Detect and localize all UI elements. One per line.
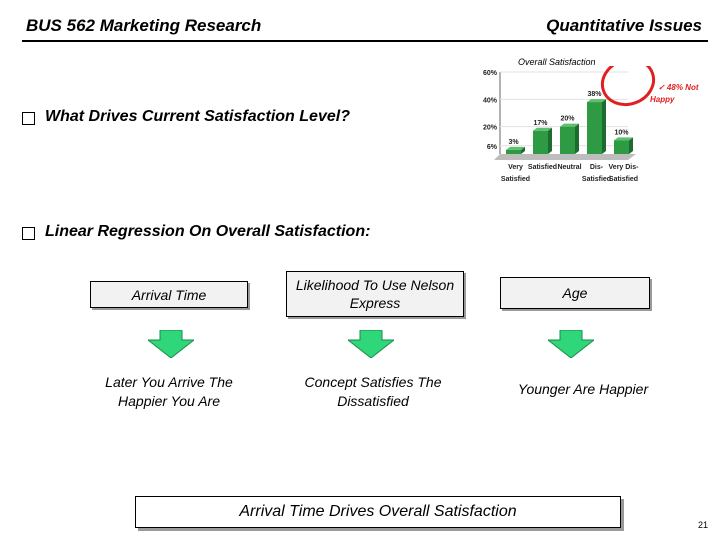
chart-category-label: Very Dis-	[609, 164, 640, 171]
chart-annotation-line1: ✓ 48% Not	[658, 83, 699, 92]
chart-category-label: Satisfied	[609, 176, 638, 183]
slide-section: Quantitative Issues	[546, 16, 702, 35]
chart-bar	[587, 102, 602, 154]
chart-floor	[494, 154, 636, 160]
conclusion-box: Arrival Time Drives Overall Satisfaction	[135, 496, 621, 528]
chart-bar-top	[614, 137, 633, 141]
chart-bar-side	[521, 146, 525, 154]
slide-title: BUS 562 Marketing Research	[26, 16, 262, 35]
page-number: 21	[697, 520, 708, 530]
chart-y-tick-label: 60%	[483, 70, 498, 77]
factor-result-age: Younger Are Happier	[517, 381, 649, 397]
chart-title: Overall Satisfaction	[518, 57, 596, 67]
chart-bar-side	[548, 127, 552, 154]
down-arrow-icon	[348, 330, 394, 358]
chart-category-label: Satisfied	[582, 176, 611, 183]
chart-data-label: 38%	[587, 91, 602, 98]
chart-category-label: Satisfied	[528, 164, 557, 171]
chart-y-tick-label: 40%	[483, 97, 498, 104]
down-arrow-icon	[548, 330, 594, 358]
chart-bar-side	[575, 123, 579, 154]
chart-category-label: Very	[508, 164, 523, 171]
satisfaction-chart: 6% 20% 40% 60% 3% Very Satisfied 17% Satisfied 20…	[483, 66, 699, 183]
factor-box-arrival-time: Arrival Time	[90, 281, 248, 308]
chart-y-tick-label: 6%	[487, 144, 498, 151]
chart-data-label: 17%	[533, 120, 548, 127]
question-1: What Drives Current Satisfaction Level?	[22, 108, 350, 126]
question-1-text: What Drives Current Satisfaction Level?	[45, 108, 350, 125]
chart-data-label: 10%	[614, 129, 629, 136]
chart-data-label: 20%	[560, 116, 575, 123]
chart-bar-side	[629, 137, 633, 154]
chart-bar-top	[533, 127, 552, 131]
chart-data-label: 3%	[508, 139, 519, 146]
question-2-text: Linear Regression On Overall Satisfactio…	[45, 223, 371, 240]
chart-category-label: Satisfied	[501, 176, 530, 183]
chart-category-label: Neutral	[557, 164, 581, 171]
question-2: Linear Regression On Overall Satisfactio…	[22, 223, 370, 241]
checkbox-bullet-icon	[22, 111, 35, 125]
factor-result-likelihood: Concept Satisfies The Dissatisfied	[304, 374, 442, 409]
factor-box-likelihood: Likelihood To Use Nelson Express	[286, 271, 464, 317]
factor-box-age: Age	[500, 277, 650, 309]
down-arrow-icon	[148, 330, 194, 358]
checkbox-bullet-icon	[22, 226, 35, 240]
chart-bar-side	[602, 99, 606, 154]
chart-bar	[506, 149, 521, 154]
chart-bar-top	[560, 123, 579, 127]
chart-bar	[533, 130, 548, 154]
chart-category-label: Dis-	[590, 164, 604, 171]
chart-y-tick-label: 20%	[483, 125, 498, 132]
chart-bar-top	[506, 146, 525, 150]
chart-bar	[614, 140, 629, 154]
chart-bar-top	[587, 99, 606, 103]
chart-annotation-line2: Happy	[650, 95, 675, 104]
header-divider	[22, 40, 708, 42]
chart-bar	[560, 126, 575, 154]
factor-result-arrival-time: Later You Arrive The Happier You Are	[105, 374, 233, 409]
